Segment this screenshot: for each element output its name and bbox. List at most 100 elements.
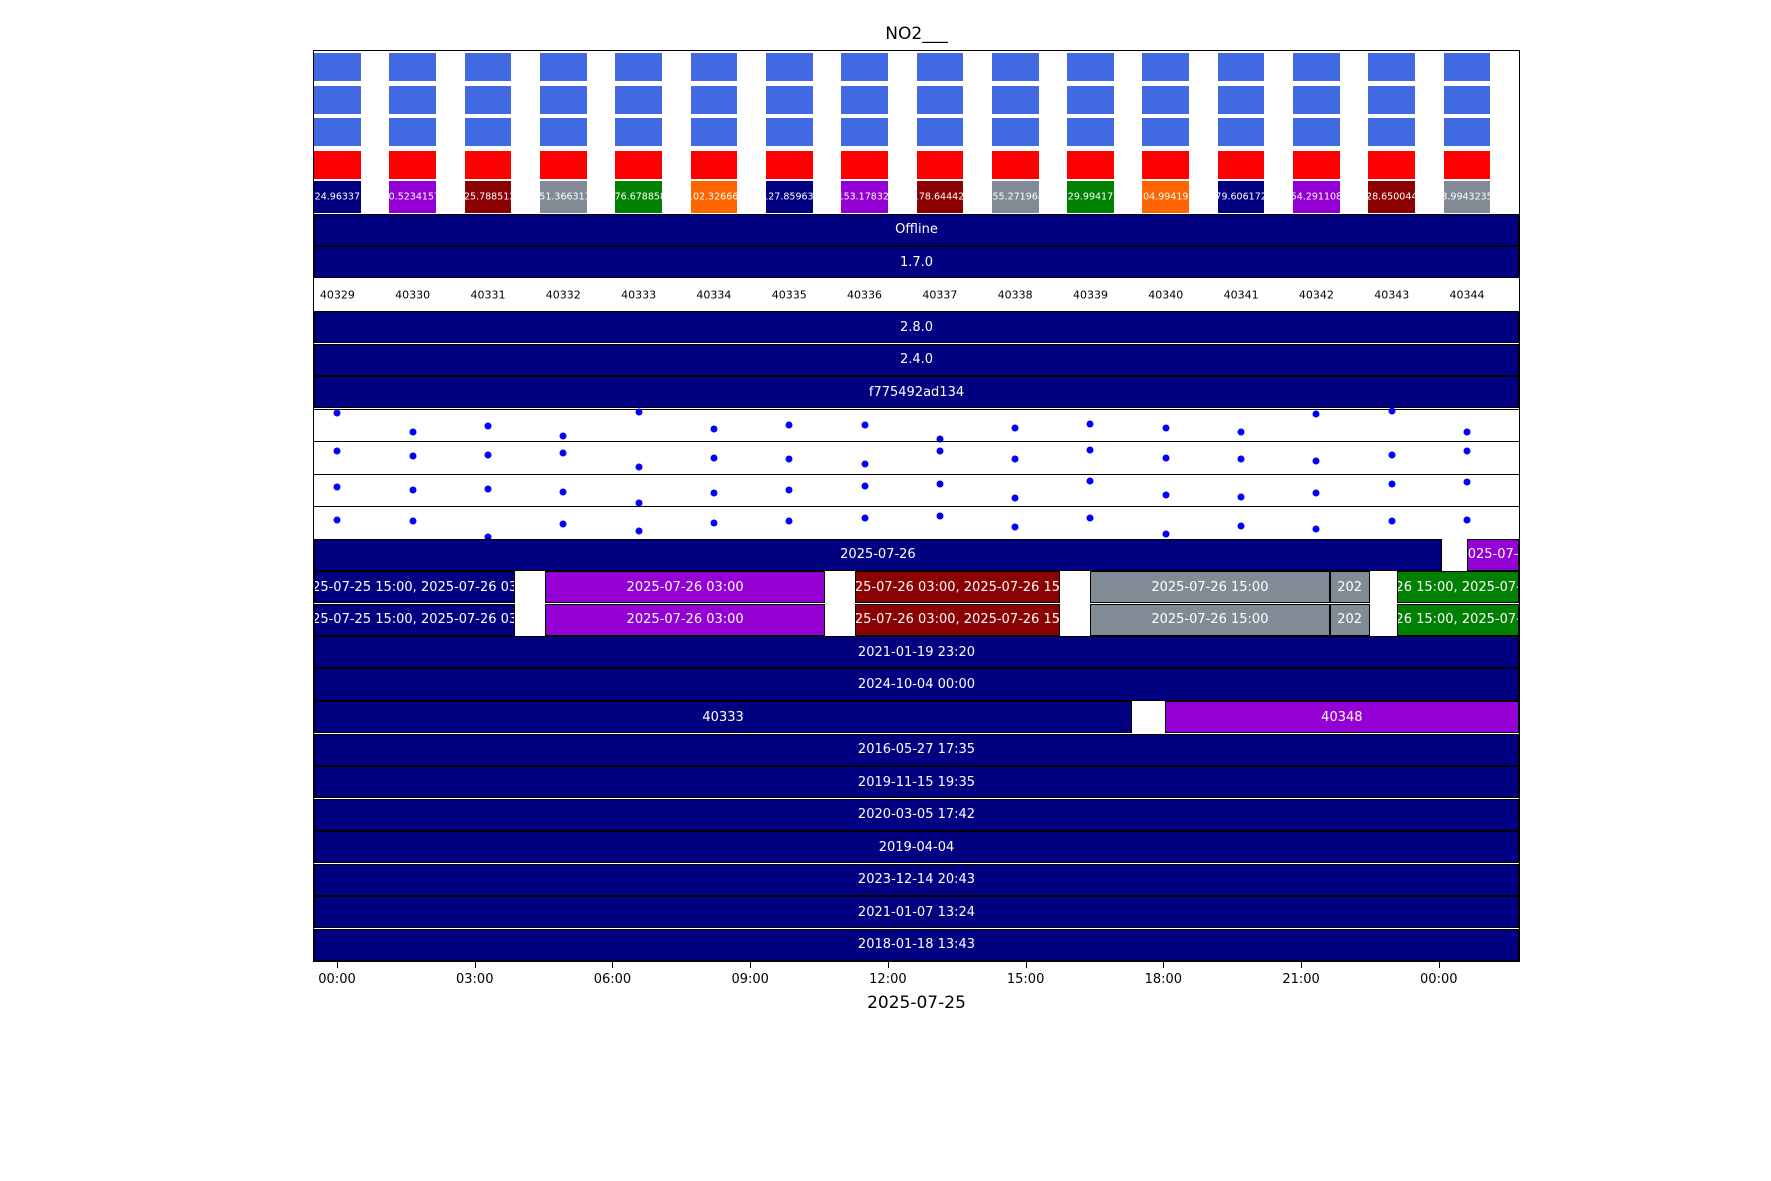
value-bar: 2016-05-27 17:35 [314, 733, 1519, 766]
value-bar: 1.7.0 [314, 246, 1519, 279]
orbit-number: 40333 [621, 288, 657, 302]
status-block [991, 150, 1039, 179]
chart-row-full: 2020-03-05 17:42 [314, 798, 1519, 831]
chart-row-orbit_labels: 40329 40330 40331 40332 40333 40334 40335 40336… [314, 279, 1519, 311]
data-point [1463, 428, 1471, 436]
status-block [539, 53, 587, 82]
data-point [409, 486, 417, 494]
orbit-number: 40338 [997, 288, 1033, 302]
data-point [333, 447, 341, 455]
data-point [1312, 410, 1320, 418]
x-tick-label: 12:00 [869, 972, 907, 987]
x-axis-label: 2025-07-25 [867, 993, 966, 1013]
status-block [1067, 53, 1114, 82]
data-point [1011, 494, 1019, 502]
value-bar: Offline [314, 213, 1519, 246]
status-block [539, 118, 587, 147]
longitude-value: 24.96337 [314, 191, 361, 203]
x-tick-label: 15:00 [1006, 972, 1045, 987]
data-point [1162, 424, 1170, 432]
value-bar-text: f775492ad134 [868, 384, 965, 400]
value-bar: f775492ad134 [314, 376, 1519, 409]
data-point [409, 517, 417, 525]
status-block [389, 53, 436, 82]
row-labels: processing statusStatus CTMFCTStatus MET… [0, 50, 307, 962]
value-bar-text: 2020-03-05 17:42 [857, 807, 976, 823]
status-block [841, 53, 888, 82]
data-point [559, 488, 567, 496]
longitude-block: 104.994195 [1137, 181, 1194, 214]
value-segment-text: 26 15:00, 2025-07- [1397, 579, 1519, 595]
status-block [991, 85, 1039, 114]
data-point [936, 435, 944, 443]
value-bar: 2021-01-19 23:20 [314, 636, 1519, 669]
value-segment-text: 202 [1337, 579, 1363, 595]
orbit-number: 40341 [1223, 288, 1259, 302]
x-tick [474, 962, 476, 968]
data-point [785, 517, 793, 525]
longitude-block: 28.650044 [1366, 181, 1417, 214]
status-block [916, 150, 964, 179]
data-point [409, 428, 417, 436]
status-block [314, 53, 361, 82]
chart-row-full: 2019-04-04 [314, 831, 1519, 864]
data-point [1237, 428, 1245, 436]
longitude-block: 54.291108 [1291, 181, 1342, 214]
value-bar-text: 2.8.0 [899, 319, 934, 335]
status-block [464, 118, 512, 147]
status-block [765, 118, 813, 147]
value-segment-text: 2025-07-26 15:00 [1151, 612, 1269, 628]
value-segment-text: 2025-07-26 15:00 [1151, 579, 1269, 595]
data-point [710, 519, 718, 527]
value-segment-text: 202 [1337, 612, 1363, 628]
value-segment: 40348 [1164, 701, 1519, 734]
data-point [635, 527, 643, 535]
status-block [765, 53, 813, 82]
value-segment: 25-07-25 15:00, 2025-07-26 03 [314, 603, 516, 636]
status-block [916, 53, 964, 82]
orbit-number: 40337 [922, 288, 958, 302]
status-block [1142, 118, 1190, 147]
x-tick [1025, 962, 1027, 968]
data-point [559, 520, 567, 528]
status-block [1443, 53, 1491, 82]
x-tick [337, 962, 339, 968]
data-point [559, 449, 567, 457]
value-bar: 2.8.0 [314, 311, 1519, 344]
x-tick [1163, 962, 1165, 968]
status-block [991, 53, 1039, 82]
status-block [1217, 150, 1265, 179]
value-bar-text: 2021-01-19 23:20 [857, 644, 976, 660]
data-point [710, 425, 718, 433]
status-block [1293, 53, 1340, 82]
value-segment: 202 [1329, 571, 1370, 604]
value-bar: 2021-01-07 13:24 [314, 896, 1519, 929]
data-point [1086, 477, 1094, 485]
data-point [484, 485, 492, 493]
value-bar-text: 1.7.0 [899, 254, 934, 270]
value-segment-text: 25-07-26 03:00, 2025-07-26 15 [855, 579, 1060, 595]
data-point [1312, 525, 1320, 533]
value-segment: 25-07-26 03:00, 2025-07-26 15 [855, 603, 1060, 636]
status-block [464, 53, 512, 82]
value-segment: 2025-07-26 03:00 [545, 571, 825, 604]
longitude-value: 3.9943235 [1441, 191, 1493, 203]
chart-row-segments: 25-07-25 15:00, 2025-07-26 03 2025-07-26 … [314, 603, 1519, 636]
chart-row-full: 2016-05-27 17:35 [314, 733, 1519, 766]
data-point [1463, 478, 1471, 486]
longitude-value: -25.788512 [460, 191, 516, 203]
value-segment: 202 [1329, 603, 1370, 636]
longitude-value: -51.366313 [535, 191, 591, 203]
longitude-value: -153.178324 [834, 191, 895, 203]
orbit-number: 40332 [545, 288, 581, 302]
longitude-block: -178.644424 [909, 181, 970, 214]
value-bar: 2020-03-05 17:42 [314, 798, 1519, 831]
status-block [314, 150, 361, 179]
chart-row-full: 2023-12-14 20:43 [314, 863, 1519, 896]
value-bar: 2018-01-18 13:43 [314, 928, 1519, 961]
status-block [1142, 85, 1190, 114]
longitude-block: -153.178324 [834, 181, 895, 214]
data-point [1162, 530, 1170, 538]
status-block [690, 85, 738, 114]
